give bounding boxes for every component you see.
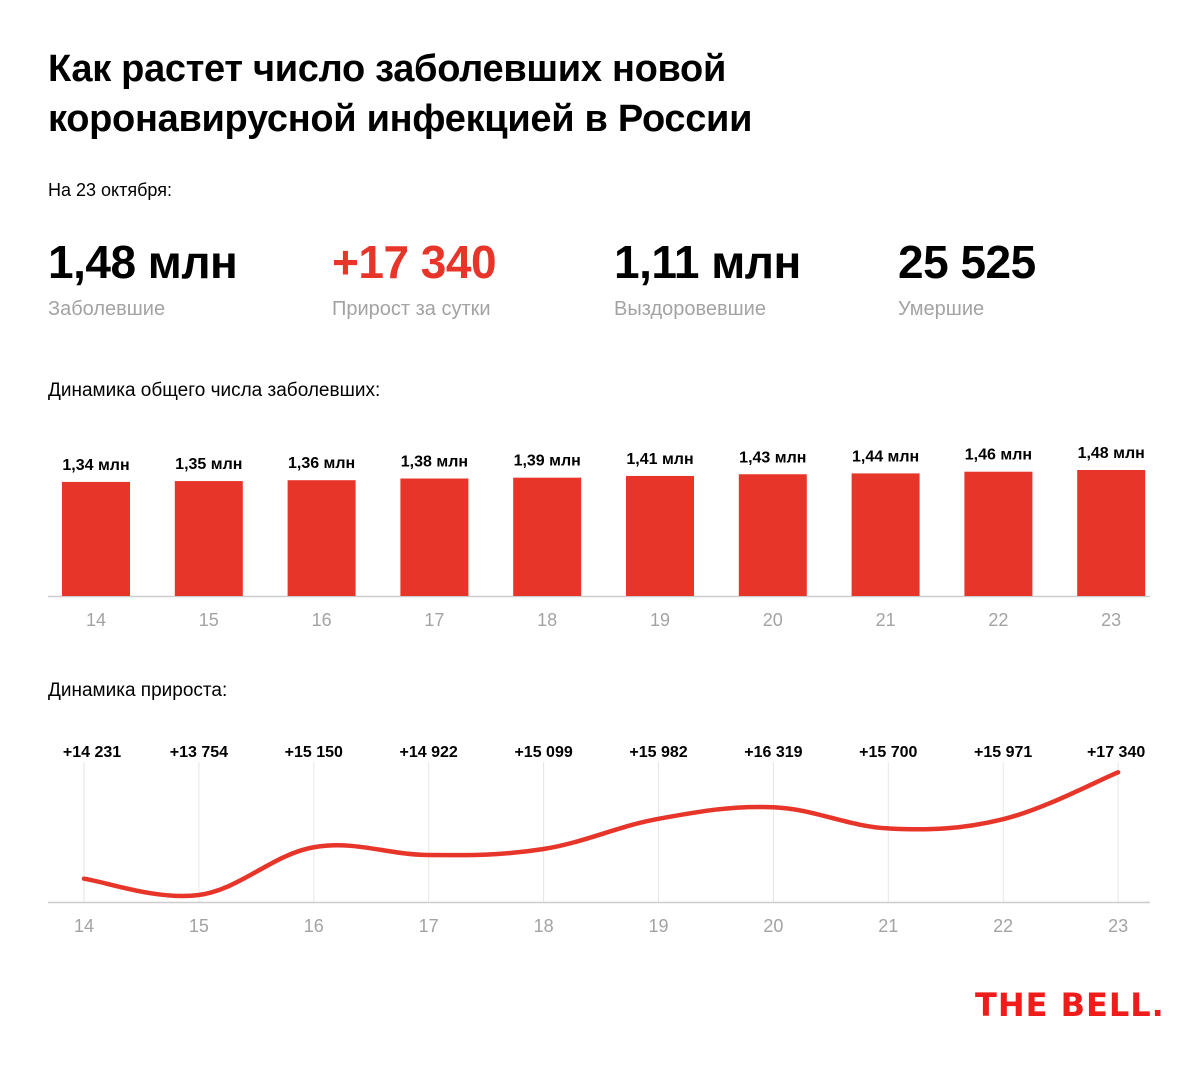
- line-data-label: +13 754: [170, 744, 228, 761]
- bar-data-label: 1,44 млн: [852, 448, 919, 465]
- stat-label: Выздоровевшие: [614, 298, 766, 320]
- bar: [400, 478, 469, 596]
- x-tick-label: 20: [763, 916, 783, 936]
- line-data-label: +14 231: [63, 744, 121, 761]
- stat-label: Умершие: [898, 298, 985, 320]
- x-tick-label: 15: [189, 916, 209, 936]
- bar: [626, 475, 694, 596]
- stat-value: +17 340: [332, 236, 497, 288]
- x-tick-label: 18: [534, 916, 554, 936]
- date-label: На 23 октября:: [48, 180, 172, 200]
- bar-data-label: 1,35 млн: [175, 456, 242, 473]
- bar-data-label: 1,48 млн: [1078, 445, 1145, 462]
- line-data-label: +15 700: [859, 744, 917, 761]
- x-tick-label: 17: [419, 916, 439, 936]
- x-tick-label: 15: [199, 610, 219, 630]
- x-tick-label: 22: [988, 610, 1008, 630]
- x-tick-label: 19: [648, 916, 668, 936]
- stat-value: 1,11 млн: [614, 236, 801, 288]
- stat-label: Прирост за сутки: [332, 298, 491, 320]
- x-tick-label: 18: [537, 610, 557, 630]
- line-chart: +14 231 14 +13 754 15 +15 150 16 +14 922 17 +15 …: [48, 744, 1150, 936]
- bar: [174, 481, 243, 596]
- bar-data-label: 1,46 млн: [965, 447, 1032, 464]
- x-tick-label: 23: [1101, 610, 1121, 630]
- bar: [287, 480, 356, 596]
- line-data-label: +15 150: [285, 744, 343, 761]
- x-tick-label: 16: [312, 610, 332, 630]
- bar-data-label: 1,38 млн: [401, 454, 468, 471]
- line-chart-title: Динамика прироста:: [48, 680, 228, 701]
- bar: [62, 481, 130, 596]
- bar: [738, 474, 807, 596]
- bar: [851, 473, 920, 596]
- page-title: Как растет число заболевших новой корона…: [48, 48, 753, 140]
- line-data-label: +15 982: [629, 744, 687, 761]
- x-tick-label: 16: [304, 916, 324, 936]
- line-data-label: +17 340: [1087, 744, 1145, 761]
- bar-chart-title: Динамика общего числа заболевших:: [48, 380, 381, 401]
- x-tick-label: 20: [763, 610, 783, 630]
- bar-data-label: 1,39 млн: [514, 453, 581, 470]
- bar-data-label: 1,36 млн: [288, 455, 355, 472]
- bar-data-label: 1,34 млн: [62, 457, 129, 474]
- stat-value: 25 525: [898, 236, 1036, 288]
- stat-value: 1,48 млн: [48, 236, 238, 288]
- line-data-label: +14 922: [400, 744, 458, 761]
- bar-data-label: 1,43 млн: [739, 449, 806, 466]
- x-tick-label: 14: [86, 610, 106, 630]
- x-tick-label: 17: [424, 610, 444, 630]
- stat-label: Заболевшие: [48, 298, 166, 320]
- bar: [964, 471, 1033, 596]
- bar: [513, 477, 582, 596]
- the-bell-logo: THE BELL.: [975, 986, 1165, 1024]
- bar: [1077, 470, 1146, 596]
- x-tick-label: 21: [878, 916, 898, 936]
- series-line: [81, 770, 1121, 899]
- stat-cases: 1,48 млн Заболевшие: [48, 234, 238, 321]
- x-tick-label: 21: [876, 610, 896, 630]
- bar-chart: 1,34 млн 14 1,35 млн 15 1,36 млн 16 1,38 млн 17…: [48, 445, 1150, 630]
- x-tick-label: 23: [1108, 916, 1128, 936]
- x-tick-label: 22: [993, 916, 1013, 936]
- bar-data-label: 1,41 млн: [626, 451, 693, 468]
- line-data-label: +15 971: [974, 744, 1032, 761]
- x-tick-label: 14: [74, 916, 94, 936]
- stat-daily-increase: +17 340 Прирост за сутки: [332, 234, 497, 321]
- line-data-label: +15 099: [514, 744, 572, 761]
- stat-recovered: 1,11 млн Выздоровевшие: [614, 234, 801, 321]
- stat-deaths: 25 525 Умершие: [898, 234, 1036, 321]
- x-tick-label: 19: [650, 610, 670, 630]
- line-data-label: +16 319: [744, 744, 802, 761]
